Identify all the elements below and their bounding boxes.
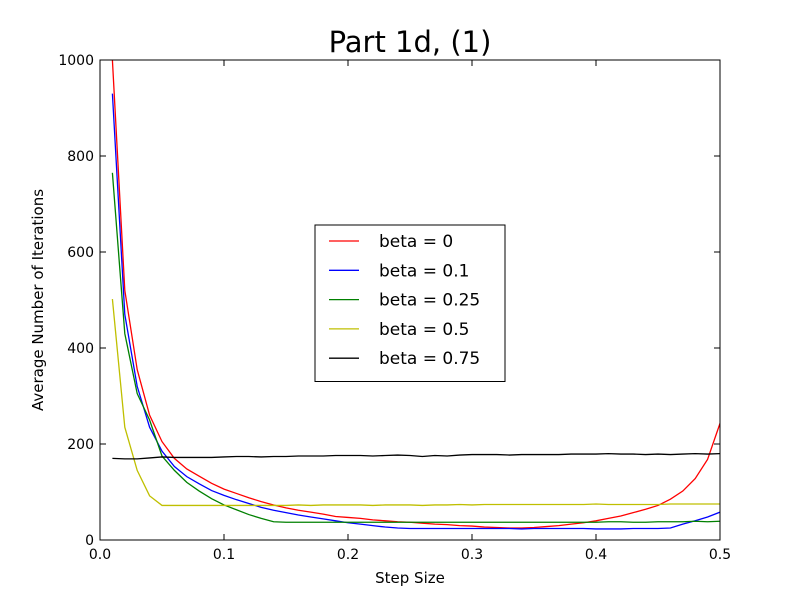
- y-tick-label: 800: [67, 149, 94, 165]
- y-tick-label: 400: [67, 341, 94, 357]
- legend-label-0: beta = 0: [379, 232, 453, 252]
- x-tick-label: 0.4: [585, 547, 607, 563]
- legend-box: [314, 224, 506, 382]
- x-axis-label: Step Size: [375, 569, 445, 587]
- legend-label-3: beta = 0.5: [379, 320, 469, 340]
- legend-label-4: beta = 0.75: [379, 349, 480, 369]
- y-tick-label: 200: [67, 437, 94, 453]
- x-tick-label: 0.0: [89, 547, 111, 563]
- series-line-4: [112, 452, 720, 460]
- series-line-3: [111, 298, 720, 507]
- y-tick-label: 1000: [58, 53, 94, 69]
- x-tick-label: 0.3: [461, 547, 483, 563]
- y-tick-label: 600: [67, 245, 94, 261]
- x-tick-label: 0.5: [709, 547, 731, 563]
- x-tick-label: 0.2: [337, 547, 359, 563]
- legend-label-2: beta = 0.25: [379, 291, 480, 311]
- y-tick-label: 0: [85, 533, 94, 549]
- x-tick-label: 0.1: [213, 547, 235, 563]
- plot-frame: [99, 59, 721, 541]
- series-line-1: [111, 93, 720, 530]
- y-axis-label: Average Number of Iterations: [29, 189, 47, 411]
- chart-title: Part 1d, (1): [329, 25, 492, 59]
- legend: beta = 0 beta = 0.1 beta = 0.25 beta = 0.5 b…: [314, 224, 506, 382]
- series-line-2: [111, 172, 720, 523]
- legend-label-1: beta = 0.1: [379, 261, 469, 281]
